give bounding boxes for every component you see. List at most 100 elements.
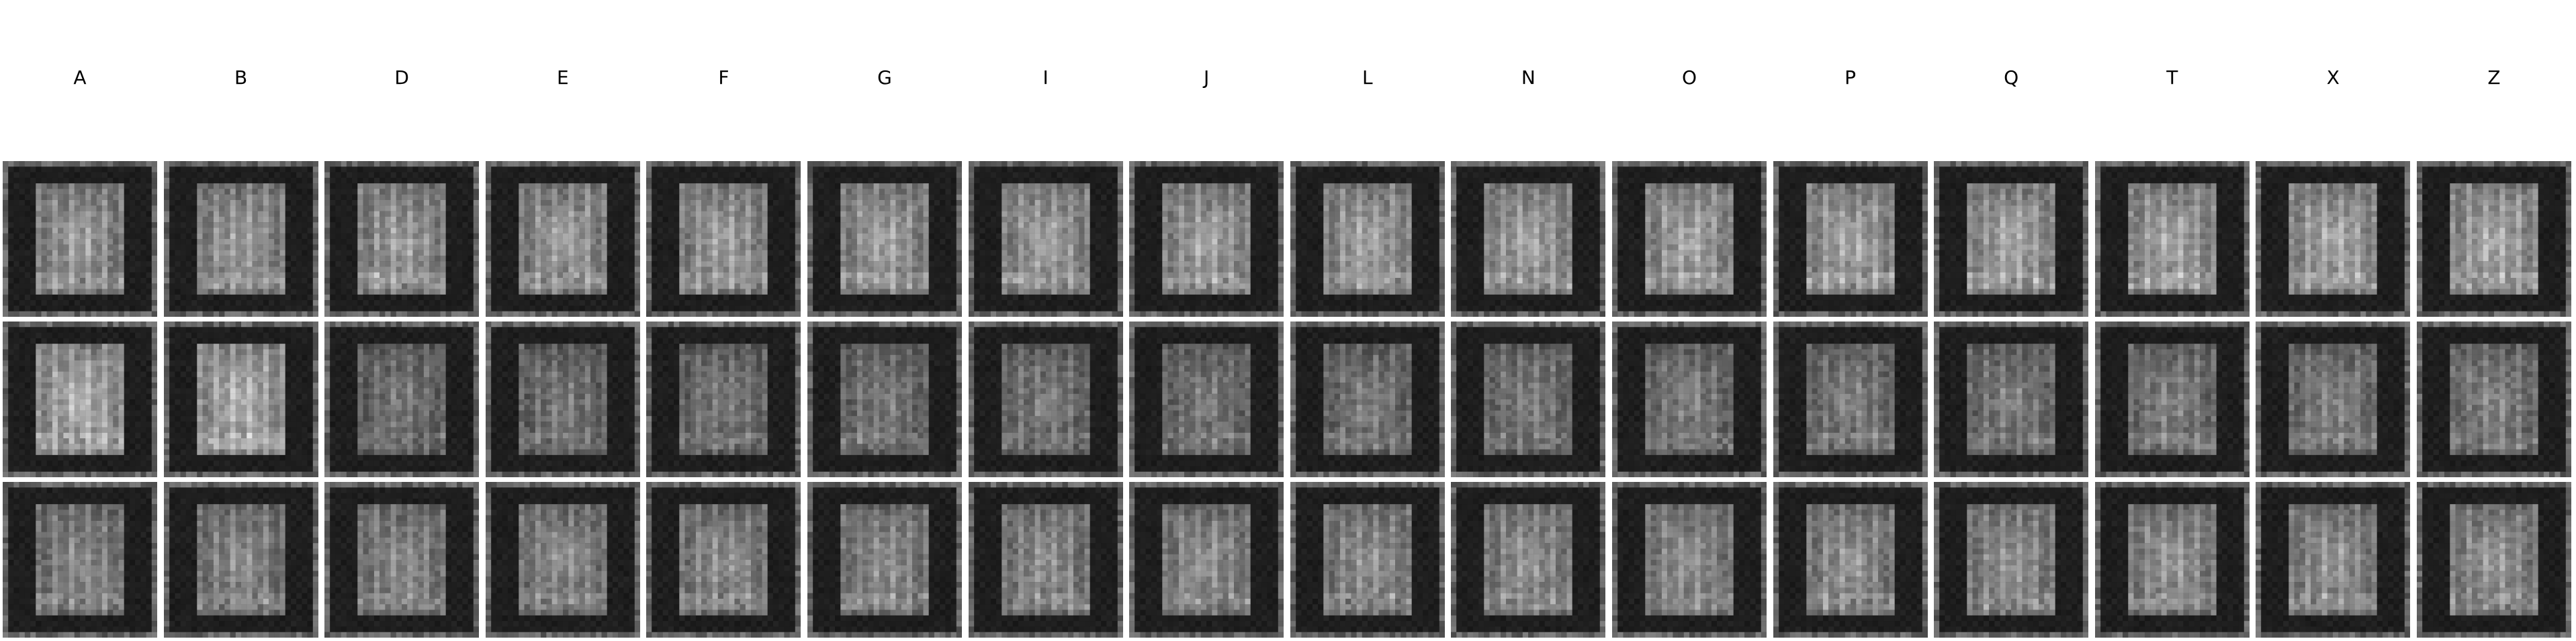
noise-image [968, 482, 1123, 638]
generated-sample-tile [646, 161, 801, 317]
column-label: J [1139, 66, 1274, 90]
generated-sample-tile [968, 322, 1123, 477]
noise-image [646, 482, 801, 638]
noise-image [1773, 482, 1928, 638]
generated-sample-tile [3, 322, 157, 477]
generated-sample-tile [1612, 322, 1767, 477]
noise-image [1129, 482, 1284, 638]
generated-sample-tile [1934, 482, 2089, 638]
generated-sample-tile [807, 322, 962, 477]
noise-image [485, 322, 640, 477]
generated-sample-tile [2256, 161, 2411, 317]
generated-sample-tile [163, 322, 318, 477]
generated-sample-tile [2094, 482, 2250, 638]
noise-image [1773, 161, 1928, 317]
generated-sample-tile [1934, 161, 2089, 317]
noise-image [1290, 482, 1445, 638]
noise-image [1612, 482, 1767, 638]
generated-sample-tile [1773, 482, 1928, 638]
generated-sample-tile [3, 161, 157, 317]
column-label: F [656, 66, 791, 90]
noise-image [3, 482, 157, 638]
column-label: T [2105, 66, 2239, 90]
noise-image [163, 482, 318, 638]
column-label: B [174, 66, 308, 90]
noise-image [1290, 322, 1445, 477]
generated-sample-tile [2256, 322, 2411, 477]
column-label: A [13, 66, 147, 90]
generated-sample-tile [807, 482, 962, 638]
noise-image [1451, 482, 1606, 638]
noise-image [2256, 482, 2411, 638]
generated-sample-tile [324, 482, 480, 638]
column-label: L [1300, 66, 1435, 90]
generated-sample-tile [324, 161, 480, 317]
column-label: Q [1944, 66, 2078, 90]
noise-image [1934, 482, 2089, 638]
generated-sample-tile [163, 161, 318, 317]
noise-image [646, 161, 801, 317]
noise-image [1612, 161, 1767, 317]
noise-image [1934, 161, 2089, 317]
generated-sample-tile [1290, 161, 1445, 317]
generated-sample-tile [646, 322, 801, 477]
noise-image [3, 161, 157, 317]
noise-image [163, 322, 318, 477]
column-label: G [817, 66, 952, 90]
generated-sample-tile [1129, 482, 1284, 638]
column-label: P [1783, 66, 1918, 90]
noise-image [485, 161, 640, 317]
column-label: I [979, 66, 1113, 90]
column-label: D [335, 66, 469, 90]
generated-sample-tile [1773, 322, 1928, 477]
generated-sample-tile [1612, 482, 1767, 638]
noise-image [324, 161, 480, 317]
noise-image [2417, 482, 2571, 638]
noise-image [3, 322, 157, 477]
noise-image [807, 482, 962, 638]
generated-sample-tile [1129, 161, 1284, 317]
generated-sample-tile [1451, 322, 1606, 477]
noise-image [2417, 322, 2571, 477]
noise-image [1934, 322, 2089, 477]
generated-sample-tile [485, 161, 640, 317]
generated-sample-tile [1290, 322, 1445, 477]
noise-image [1451, 322, 1606, 477]
generated-sample-tile [2094, 322, 2250, 477]
noise-image [2094, 482, 2250, 638]
column-label: N [1461, 66, 1595, 90]
generated-sample-tile [1773, 161, 1928, 317]
noise-image [1129, 161, 1284, 317]
noise-image [163, 161, 318, 317]
generated-sample-tile [485, 482, 640, 638]
generated-sample-tile [2417, 322, 2571, 477]
noise-image [968, 161, 1123, 317]
noise-image [2256, 161, 2411, 317]
generated-sample-tile [2417, 482, 2571, 638]
generated-sample-tile [968, 161, 1123, 317]
noise-image [2094, 161, 2250, 317]
noise-image [1773, 322, 1928, 477]
noise-image [807, 322, 962, 477]
noise-image [968, 322, 1123, 477]
noise-image [1612, 322, 1767, 477]
generated-sample-tile [646, 482, 801, 638]
generated-sample-tile [2094, 161, 2250, 317]
generated-sample-tile [163, 482, 318, 638]
generated-sample-tile [2256, 482, 2411, 638]
noise-image [1451, 161, 1606, 317]
generated-sample-tile [807, 161, 962, 317]
generated-sample-tile [1451, 161, 1606, 317]
noise-image [324, 322, 480, 477]
generated-sample-tile [324, 322, 480, 477]
generated-sample-tile [1290, 482, 1445, 638]
column-label: X [2266, 66, 2400, 90]
noise-image [1290, 161, 1445, 317]
noise-image [2094, 322, 2250, 477]
generated-sample-tile [1612, 161, 1767, 317]
noise-image [1129, 322, 1284, 477]
noise-image [485, 482, 640, 638]
generated-sample-tile [485, 322, 640, 477]
generated-sample-tile [1451, 482, 1606, 638]
